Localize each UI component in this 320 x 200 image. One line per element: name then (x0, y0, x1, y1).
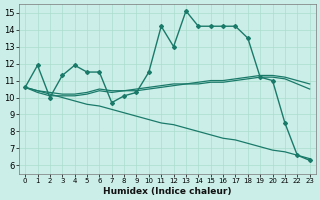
X-axis label: Humidex (Indice chaleur): Humidex (Indice chaleur) (103, 187, 232, 196)
